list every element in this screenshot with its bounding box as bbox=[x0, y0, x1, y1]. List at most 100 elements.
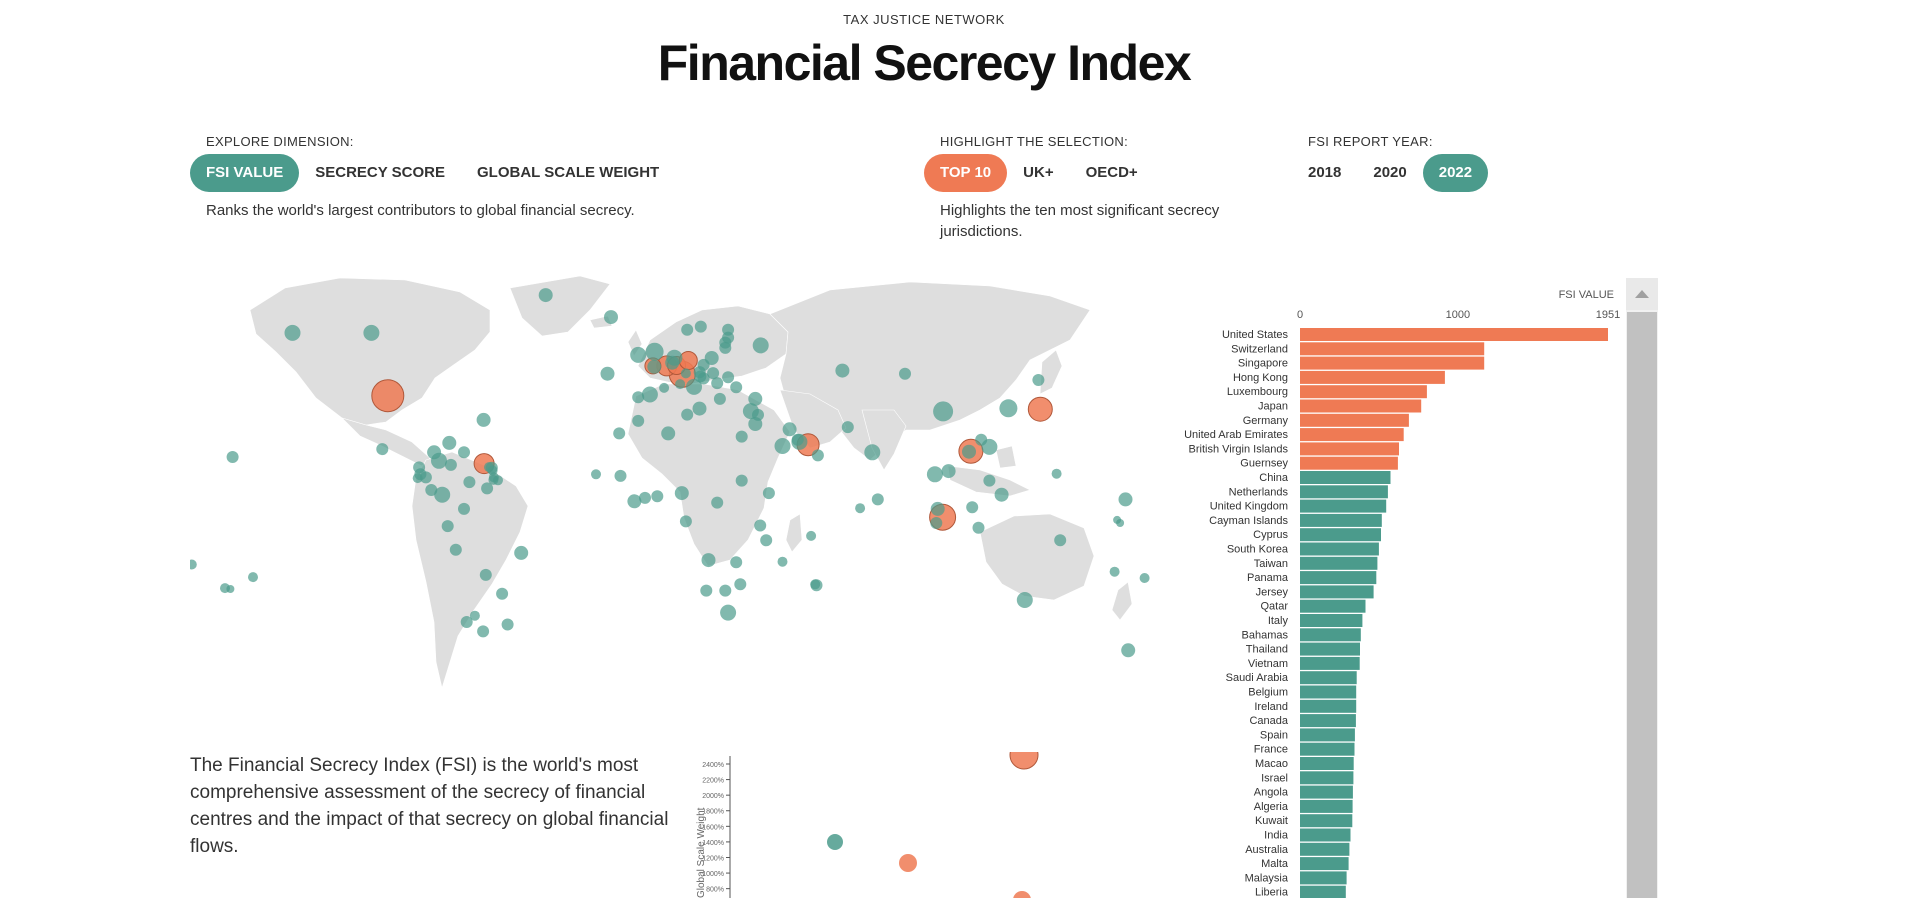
scatter-point[interactable] bbox=[827, 834, 843, 850]
map-bubble[interactable] bbox=[675, 379, 686, 390]
map-bubble[interactable] bbox=[719, 341, 732, 354]
map-bubble[interactable] bbox=[760, 534, 773, 547]
bar[interactable] bbox=[1300, 413, 1409, 427]
map-bubble[interactable] bbox=[458, 446, 470, 459]
map-bubble[interactable] bbox=[735, 474, 748, 487]
bar[interactable] bbox=[1300, 571, 1377, 585]
map-bubble[interactable] bbox=[926, 466, 943, 483]
map-bubble[interactable] bbox=[713, 392, 726, 405]
map-bubble[interactable] bbox=[661, 426, 676, 441]
bar-chart-scrollbar[interactable] bbox=[1626, 278, 1658, 898]
bar[interactable] bbox=[1300, 485, 1388, 499]
scroll-up-button[interactable] bbox=[1626, 278, 1658, 310]
map-bubble[interactable] bbox=[600, 366, 615, 381]
bar[interactable] bbox=[1300, 471, 1391, 484]
map-bubble[interactable] bbox=[645, 342, 664, 361]
map-bubble[interactable] bbox=[487, 465, 498, 476]
map-bubble[interactable] bbox=[469, 610, 480, 621]
bar[interactable] bbox=[1300, 885, 1346, 899]
map-bubble[interactable] bbox=[434, 486, 451, 503]
scatter-point[interactable] bbox=[899, 854, 917, 872]
scrollbar-thumb[interactable] bbox=[1627, 312, 1657, 898]
map-bubble[interactable] bbox=[641, 386, 658, 403]
bar[interactable] bbox=[1300, 757, 1354, 770]
map-bubble[interactable] bbox=[363, 324, 380, 341]
bar[interactable] bbox=[1300, 828, 1351, 842]
dimension-global-scale-weight-button[interactable]: GLOBAL SCALE WEIGHT bbox=[461, 154, 675, 192]
bar[interactable] bbox=[1300, 714, 1356, 728]
map-bubble[interactable] bbox=[722, 371, 735, 384]
map-bubble[interactable] bbox=[613, 427, 626, 440]
map-bubble[interactable] bbox=[930, 517, 943, 529]
highlight-top10-button[interactable]: TOP 10 bbox=[924, 154, 1008, 192]
map-bubble[interactable] bbox=[514, 545, 529, 560]
map-bubble[interactable] bbox=[630, 346, 647, 363]
map-bubble[interactable] bbox=[707, 367, 720, 380]
map-bubble[interactable] bbox=[476, 412, 491, 427]
map-bubble[interactable] bbox=[1032, 374, 1045, 386]
bar[interactable] bbox=[1300, 785, 1353, 799]
map-bubble[interactable] bbox=[481, 482, 494, 495]
map-bubble[interactable] bbox=[632, 414, 645, 427]
map-bubble[interactable] bbox=[841, 421, 854, 434]
map-bubble[interactable] bbox=[679, 515, 692, 528]
map-bubble[interactable] bbox=[720, 604, 737, 621]
bar[interactable] bbox=[1300, 456, 1398, 470]
map-bubble[interactable] bbox=[748, 391, 763, 406]
map-bubble[interactable] bbox=[414, 468, 427, 481]
map-bubble[interactable] bbox=[681, 323, 694, 336]
map-bubble[interactable] bbox=[730, 556, 743, 569]
bar[interactable] bbox=[1300, 442, 1399, 456]
map-bubble[interactable] bbox=[226, 451, 239, 463]
map-bubble[interactable] bbox=[899, 367, 911, 380]
bar[interactable] bbox=[1300, 728, 1355, 742]
map-bubble[interactable] bbox=[1051, 468, 1062, 479]
map-bubble[interactable] bbox=[754, 519, 767, 532]
map-bubble[interactable] bbox=[376, 443, 389, 456]
map-bubble[interactable] bbox=[674, 486, 689, 501]
map-bubble[interactable] bbox=[983, 474, 996, 487]
year-2020-button[interactable]: 2020 bbox=[1357, 154, 1422, 192]
bar[interactable] bbox=[1300, 699, 1357, 713]
year-2022-button[interactable]: 2022 bbox=[1422, 154, 1489, 192]
bar[interactable] bbox=[1300, 342, 1485, 356]
map-bubble[interactable] bbox=[449, 543, 462, 556]
bar[interactable] bbox=[1300, 585, 1374, 599]
bar[interactable] bbox=[1300, 399, 1422, 413]
bar[interactable] bbox=[1300, 628, 1361, 642]
dimension-secrecy-score-button[interactable]: SECRECY SCORE bbox=[299, 154, 461, 192]
map-bubble[interactable] bbox=[975, 433, 988, 446]
bar[interactable] bbox=[1300, 614, 1363, 627]
map-bubble[interactable] bbox=[647, 359, 662, 374]
map-bubble[interactable] bbox=[604, 310, 618, 325]
bar[interactable] bbox=[1300, 671, 1357, 685]
bar[interactable] bbox=[1300, 771, 1354, 785]
map-bubble[interactable] bbox=[972, 521, 985, 534]
map-bubble[interactable] bbox=[734, 578, 747, 591]
map-bubble[interactable] bbox=[694, 320, 707, 333]
map-bubble[interactable] bbox=[681, 408, 694, 421]
map-bubble[interactable] bbox=[186, 559, 197, 570]
world-bubble-map[interactable] bbox=[186, 270, 1170, 710]
map-bubble[interactable] bbox=[711, 496, 724, 509]
bar[interactable] bbox=[1300, 385, 1427, 399]
map-bubble[interactable] bbox=[614, 469, 627, 482]
map-bubble[interactable] bbox=[719, 584, 732, 597]
map-bubble[interactable] bbox=[774, 438, 791, 454]
map-bubble[interactable] bbox=[226, 585, 235, 593]
map-bubble[interactable] bbox=[762, 487, 775, 500]
bar[interactable] bbox=[1300, 742, 1355, 756]
map-bubble[interactable] bbox=[1116, 519, 1125, 527]
map-bubble[interactable] bbox=[810, 579, 821, 590]
bar[interactable] bbox=[1300, 542, 1379, 556]
map-bubble[interactable] bbox=[665, 355, 680, 370]
bar[interactable] bbox=[1300, 428, 1404, 442]
bar[interactable] bbox=[1300, 499, 1387, 513]
bar[interactable] bbox=[1300, 599, 1366, 613]
map-bubble[interactable] bbox=[1109, 566, 1120, 577]
map-bubble[interactable] bbox=[1121, 643, 1136, 658]
map-bubble-top10[interactable] bbox=[678, 351, 698, 370]
map-bubble[interactable] bbox=[444, 458, 457, 471]
map-bubble[interactable] bbox=[994, 487, 1009, 502]
map-bubble[interactable] bbox=[425, 484, 438, 496]
